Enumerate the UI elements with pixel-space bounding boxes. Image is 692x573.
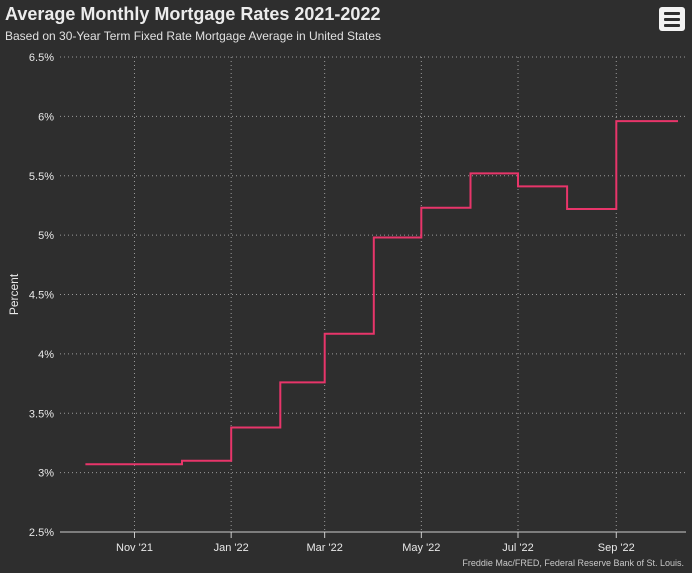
- menu-bar-middle: [664, 17, 680, 21]
- y-tick-label: 5.5%: [29, 171, 54, 183]
- chart-title: Average Monthly Mortgage Rates 2021-2022: [5, 4, 381, 24]
- series-line[interactable]: [85, 120, 678, 466]
- axis-layer: 2.5% 3% 3.5% 4% 4.5% 5% 5.5% 6% 6.5% Nov '21 Jan '…: [29, 52, 686, 554]
- hamburger-menu-icon[interactable]: [659, 7, 685, 31]
- y-tick-label: 4%: [38, 349, 54, 361]
- x-tick-label: Nov '21: [116, 542, 153, 554]
- menu-bar-bottom: [664, 23, 680, 27]
- x-tick-label: Sep '22: [598, 542, 635, 554]
- y-tick-label: 2.5%: [29, 527, 54, 539]
- x-tick-label: Mar '22: [306, 542, 342, 554]
- y-tick-label: 4.5%: [29, 290, 54, 302]
- chart-subtitle: Based on 30-Year Term Fixed Rate Mortgag…: [5, 29, 382, 43]
- x-tick-label: May '22: [402, 542, 440, 554]
- series-layer: [85, 120, 678, 466]
- y-tick-label: 3%: [38, 468, 54, 480]
- x-tick-label: Jul '22: [502, 542, 533, 554]
- y-tick-label: 5%: [38, 230, 54, 242]
- y-axis-title: Percent: [7, 273, 21, 315]
- y-tick-label: 6.5%: [29, 52, 54, 64]
- chart-credits[interactable]: Freddie Mac/FRED, Federal Reserve Bank o…: [462, 558, 684, 568]
- y-tick-label: 6%: [38, 111, 54, 123]
- y-tick-label: 3.5%: [29, 408, 54, 420]
- x-tick-label: Jan '22: [214, 542, 249, 554]
- menu-bar-top: [664, 11, 680, 15]
